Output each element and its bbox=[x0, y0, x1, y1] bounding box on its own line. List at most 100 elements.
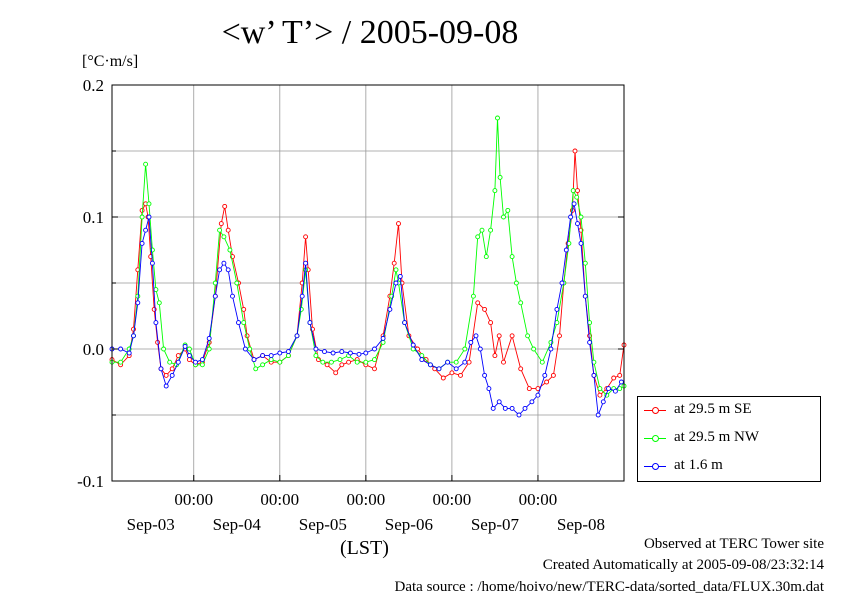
data-point bbox=[445, 359, 451, 365]
data-point bbox=[427, 362, 433, 368]
data-point bbox=[597, 386, 603, 392]
data-point bbox=[396, 221, 401, 227]
data-point bbox=[182, 343, 188, 349]
data-point bbox=[356, 351, 362, 357]
data-point bbox=[559, 280, 565, 286]
data-point bbox=[199, 362, 205, 368]
data-point bbox=[582, 260, 588, 266]
data-point bbox=[260, 362, 266, 368]
data-point bbox=[488, 320, 494, 326]
data-point bbox=[135, 300, 141, 306]
data-point bbox=[212, 280, 218, 286]
footer-observed-site: Observed at TERC Tower site bbox=[643, 536, 824, 552]
data-point bbox=[339, 362, 345, 368]
data-point bbox=[217, 227, 223, 233]
data-point bbox=[526, 386, 532, 392]
data-point bbox=[303, 234, 309, 240]
data-point bbox=[299, 293, 305, 299]
data-point bbox=[531, 346, 537, 352]
data-point bbox=[578, 214, 584, 220]
series-layer bbox=[109, 115, 627, 418]
data-point bbox=[488, 227, 494, 233]
data-point bbox=[324, 362, 330, 368]
data-point bbox=[354, 359, 360, 365]
legend-item-nw: at 29.5 m NW bbox=[638, 429, 820, 449]
data-point bbox=[479, 227, 485, 233]
data-point bbox=[346, 359, 352, 365]
x-tick-date-label: Sep-06 bbox=[385, 515, 433, 534]
data-point bbox=[163, 372, 169, 378]
data-point bbox=[333, 370, 339, 376]
data-point bbox=[186, 353, 192, 359]
data-point bbox=[206, 335, 212, 341]
data-point bbox=[285, 353, 291, 359]
data-point bbox=[505, 207, 511, 213]
data-point bbox=[575, 188, 580, 194]
data-point bbox=[161, 346, 167, 352]
data-point bbox=[458, 372, 463, 378]
data-point bbox=[468, 339, 474, 345]
data-point bbox=[222, 203, 228, 209]
data-point bbox=[227, 247, 233, 253]
data-point bbox=[294, 333, 300, 339]
data-point bbox=[582, 293, 588, 299]
y-axis-unit-label: [°C·m/s] bbox=[82, 53, 139, 70]
data-point bbox=[554, 306, 560, 312]
data-point bbox=[241, 320, 247, 326]
data-point bbox=[453, 366, 459, 372]
data-point bbox=[163, 383, 169, 389]
data-point bbox=[475, 300, 481, 306]
data-point bbox=[397, 273, 403, 279]
y-tick-label: 0.1 bbox=[83, 208, 104, 227]
data-point bbox=[453, 359, 459, 365]
y-tick-label: -0.1 bbox=[77, 472, 104, 491]
data-point bbox=[303, 260, 309, 266]
data-point bbox=[572, 148, 578, 154]
data-point bbox=[251, 357, 257, 363]
data-point bbox=[477, 346, 483, 352]
y-tick-label: 0.2 bbox=[83, 76, 104, 95]
data-point bbox=[496, 333, 502, 339]
legend-label-surface: at 1.6 m bbox=[674, 457, 723, 473]
grid-layer bbox=[112, 85, 624, 481]
data-point bbox=[328, 359, 334, 365]
data-point bbox=[391, 260, 397, 266]
data-point bbox=[591, 372, 597, 378]
data-point bbox=[153, 287, 159, 293]
data-point bbox=[513, 280, 519, 286]
data-point bbox=[490, 405, 496, 411]
data-point bbox=[597, 392, 603, 398]
data-point bbox=[570, 188, 576, 194]
data-point bbox=[486, 386, 492, 392]
data-point bbox=[225, 227, 231, 233]
chart-title: <w’ T’> / 2005-09-08 bbox=[221, 14, 519, 51]
data-point bbox=[380, 339, 386, 345]
data-point bbox=[153, 320, 159, 326]
data-point bbox=[193, 359, 198, 365]
data-point bbox=[217, 267, 223, 273]
x-tick-date-label: Sep-03 bbox=[127, 515, 175, 534]
data-point bbox=[146, 201, 152, 207]
x-tick-time-label: 00:00 bbox=[260, 490, 299, 509]
data-point bbox=[247, 346, 253, 352]
data-point bbox=[253, 366, 259, 372]
data-point bbox=[492, 188, 498, 194]
legend-label-nw: at 29.5 m NW bbox=[674, 429, 759, 445]
data-point bbox=[518, 366, 524, 372]
data-point bbox=[242, 346, 248, 352]
data-point bbox=[612, 388, 618, 394]
data-point bbox=[143, 227, 149, 233]
data-point bbox=[363, 359, 369, 365]
footer-created-timestamp: Created Automatically at 2005-09-08/23:3… bbox=[542, 557, 824, 573]
data-point bbox=[496, 399, 502, 405]
data-point bbox=[339, 349, 345, 355]
data-point bbox=[574, 194, 580, 200]
data-point bbox=[236, 320, 241, 326]
data-point bbox=[241, 306, 247, 312]
data-point bbox=[587, 339, 593, 345]
data-point bbox=[372, 346, 377, 352]
data-point bbox=[167, 359, 173, 365]
data-point bbox=[347, 350, 353, 356]
data-point bbox=[175, 359, 181, 365]
data-point bbox=[473, 333, 479, 339]
